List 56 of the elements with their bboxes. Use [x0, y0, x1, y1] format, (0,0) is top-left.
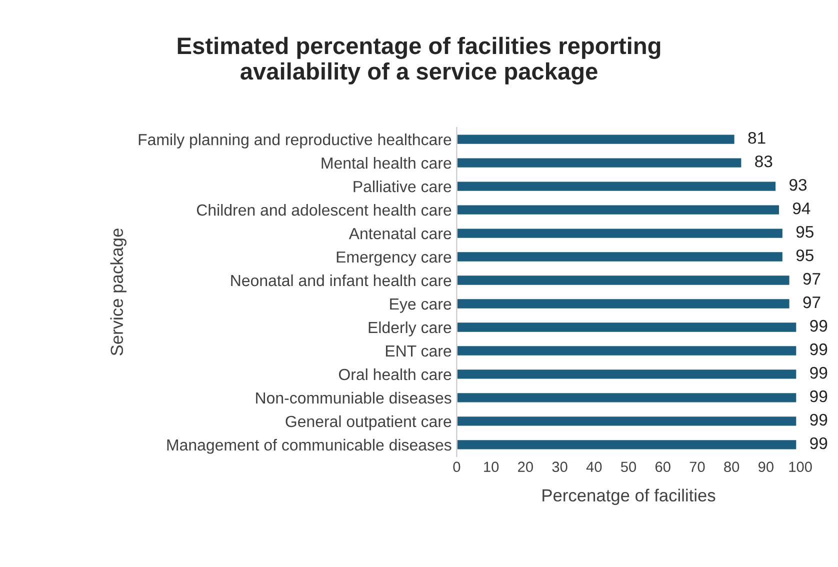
- y-tick-label: Palliative care: [354, 180, 452, 192]
- x-tick-label: 90: [758, 462, 774, 472]
- x-tick-label: 20: [518, 462, 533, 472]
- bar: [456, 344, 798, 357]
- y-tick-label: Mental health care: [322, 157, 452, 169]
- y-tick-label: ENT care: [386, 346, 452, 357]
- bar: [456, 156, 743, 169]
- bar: [456, 180, 777, 192]
- data-label: 97: [803, 296, 820, 308]
- y-tick-label: Neonatal and infant health care: [231, 274, 452, 286]
- bar: [456, 368, 798, 380]
- chart-title: Estimated percentage of facilities reporting availability of a service package: [178, 36, 660, 85]
- x-tick-label: 80: [724, 462, 740, 472]
- y-tick-label: General outpatient care: [286, 415, 452, 430]
- x-tick-label: 0: [453, 462, 460, 472]
- x-axis-title: Percenatge of facilities: [542, 488, 716, 505]
- y-tick-label: Oral health care: [338, 368, 452, 380]
- data-label: 83: [755, 155, 772, 168]
- bar: [456, 204, 780, 216]
- y-tick-label: Eye care: [390, 298, 452, 313]
- bar: [456, 321, 798, 334]
- data-label: 94: [792, 202, 810, 214]
- x-tick-label: 60: [655, 462, 670, 472]
- bar: [456, 298, 791, 310]
- bar: [456, 227, 784, 240]
- bar: [456, 250, 784, 263]
- y-tick-label: Family planning and reproductive healthcare: [138, 134, 452, 148]
- y-tick-label: Management of communicable diseases: [167, 438, 452, 454]
- data-label: 99: [810, 366, 828, 379]
- x-tick-label: 30: [552, 462, 568, 472]
- data-label: 99: [810, 343, 828, 356]
- y-axis-title: Service package: [110, 228, 126, 356]
- data-label: 95: [796, 249, 814, 262]
- data-label: 97: [803, 272, 820, 285]
- data-label: 99: [810, 390, 828, 402]
- bar: [456, 274, 791, 286]
- bar: [456, 438, 798, 451]
- x-tick-label: 50: [620, 462, 636, 472]
- data-label: 81: [748, 132, 766, 144]
- y-tick-label: Elderly care: [368, 321, 452, 336]
- data-label: 99: [810, 414, 828, 426]
- y-tick-label: Antenatal care: [348, 227, 452, 240]
- y-tick-label: Non-communiable diseases: [256, 392, 452, 404]
- data-label: 95: [796, 226, 814, 238]
- x-tick-label: 70: [690, 462, 705, 472]
- bar: [456, 415, 798, 428]
- bar: [456, 133, 736, 146]
- data-label: 93: [790, 178, 807, 191]
- x-tick-label: 10: [484, 462, 499, 472]
- bar: [456, 392, 798, 404]
- x-tick-label: 40: [586, 462, 602, 472]
- y-tick-label: Emergency care: [336, 252, 452, 266]
- y-tick-label: Children and adolescent health care: [196, 204, 452, 216]
- x-tick-label: 100: [789, 462, 812, 472]
- data-label: 99: [810, 320, 828, 332]
- data-label: 99: [810, 437, 828, 450]
